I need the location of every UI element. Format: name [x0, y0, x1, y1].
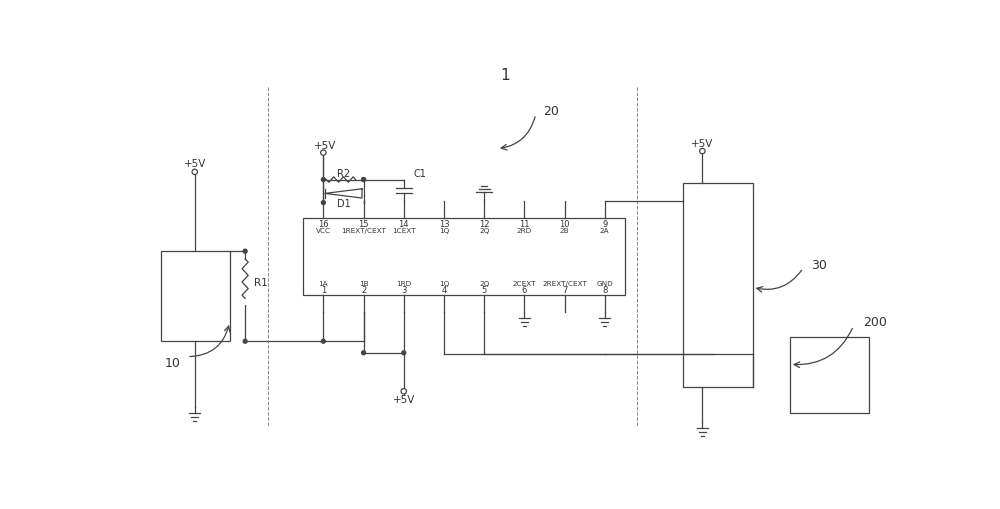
- Text: 30: 30: [811, 258, 827, 271]
- Circle shape: [362, 178, 365, 182]
- Circle shape: [321, 202, 325, 205]
- Text: 13: 13: [439, 219, 449, 229]
- Text: 2Q: 2Q: [479, 281, 489, 287]
- Text: GND: GND: [596, 281, 613, 287]
- Text: 14: 14: [399, 219, 409, 229]
- Text: R1: R1: [254, 277, 268, 288]
- Text: 1A: 1A: [319, 281, 328, 287]
- Circle shape: [321, 340, 325, 344]
- Circle shape: [401, 389, 406, 394]
- Text: 2Q: 2Q: [479, 227, 489, 233]
- Text: 1Q: 1Q: [439, 281, 449, 287]
- Circle shape: [362, 351, 365, 355]
- Text: 11: 11: [519, 219, 530, 229]
- Bar: [683, 184, 753, 388]
- Circle shape: [192, 170, 197, 175]
- Text: 7: 7: [562, 286, 567, 295]
- Bar: [161, 251, 230, 342]
- Text: 4: 4: [441, 286, 447, 295]
- Text: 1REXT/CEXT: 1REXT/CEXT: [341, 227, 386, 233]
- Text: +5V: +5V: [184, 159, 206, 169]
- Text: R2: R2: [337, 168, 350, 178]
- Text: 1: 1: [321, 286, 326, 295]
- Text: 200: 200: [863, 316, 887, 329]
- Text: 16: 16: [318, 219, 329, 229]
- Bar: [303, 219, 625, 295]
- Circle shape: [243, 250, 247, 253]
- Text: 2: 2: [361, 286, 366, 295]
- Text: D1: D1: [337, 199, 350, 208]
- Text: 1Q: 1Q: [439, 227, 449, 233]
- Text: 5: 5: [482, 286, 487, 295]
- Text: 3: 3: [401, 286, 406, 295]
- Circle shape: [321, 178, 325, 182]
- Text: 1CEXT: 1CEXT: [392, 227, 416, 233]
- Text: 6: 6: [522, 286, 527, 295]
- Circle shape: [402, 351, 406, 355]
- Text: C1: C1: [414, 168, 427, 178]
- Circle shape: [243, 340, 247, 344]
- Text: 12: 12: [479, 219, 489, 229]
- Circle shape: [700, 149, 705, 154]
- Text: 10: 10: [559, 219, 570, 229]
- Text: 2RD: 2RD: [517, 227, 532, 233]
- Text: 15: 15: [358, 219, 369, 229]
- Text: 2REXT/CEXT: 2REXT/CEXT: [542, 281, 587, 287]
- Text: VCC: VCC: [316, 227, 331, 233]
- Circle shape: [321, 151, 326, 156]
- Text: 2CEXT: 2CEXT: [513, 281, 536, 287]
- Text: +5V: +5V: [393, 394, 415, 404]
- Text: 9: 9: [602, 219, 607, 229]
- Text: 1B: 1B: [359, 281, 368, 287]
- Text: 2A: 2A: [600, 227, 610, 233]
- Text: +5V: +5V: [691, 138, 714, 148]
- Text: 2B: 2B: [560, 227, 569, 233]
- Text: 1RD: 1RD: [396, 281, 411, 287]
- Text: 8: 8: [602, 286, 607, 295]
- Bar: [790, 338, 869, 413]
- Text: 1: 1: [500, 67, 510, 82]
- Circle shape: [362, 178, 365, 182]
- Text: 20: 20: [544, 104, 559, 118]
- Text: +5V: +5V: [314, 140, 336, 151]
- Text: 10: 10: [165, 356, 181, 369]
